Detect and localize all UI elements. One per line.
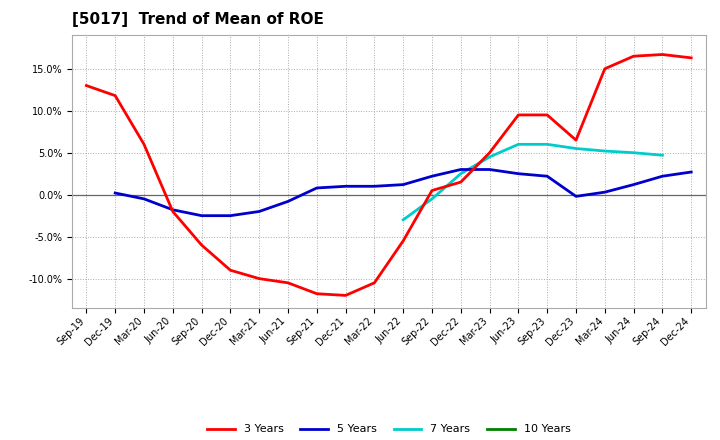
Legend: 3 Years, 5 Years, 7 Years, 10 Years: 3 Years, 5 Years, 7 Years, 10 Years: [203, 420, 575, 439]
Text: [5017]  Trend of Mean of ROE: [5017] Trend of Mean of ROE: [72, 12, 324, 27]
